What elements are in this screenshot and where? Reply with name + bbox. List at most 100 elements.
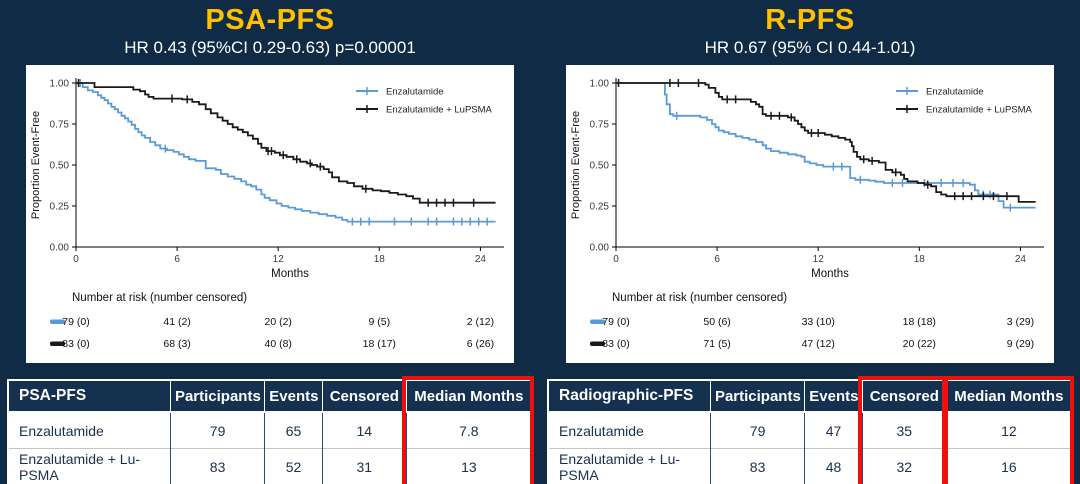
table-cell: 12 [946,411,1072,449]
legend-label: Enzalutamide [926,87,984,98]
x-tick-label: 18 [374,254,386,265]
radiographic-pfs-summary-table: Radiographic-PFS Participants Events Censor… [547,379,1073,484]
table-cell: 48 [804,448,863,484]
risk-value: 2 (12) [467,316,494,328]
risk-value: 50 (6) [703,316,730,328]
table-cell: 13 [406,448,532,484]
column-header: Censored [322,380,407,413]
risk-value: 20 (2) [264,316,291,328]
table-cell: 35 [862,411,947,449]
table-cell: Enzalutamide + Lu-PSMA [548,448,711,484]
column-header: Censored [862,380,947,413]
psa-pfs-summary-table-wrap: PSA-PFS Participants Events Censored Median … [7,376,534,484]
psa-pfs-panel: PSA-PFS HR 0.43 (95%CI 0.29-0.63) p=0.00… [7,4,534,484]
table-cell: Enzalutamide [548,411,711,449]
table-cell: 83 [710,448,806,484]
x-tick-label: 6 [714,254,720,265]
psa-pfs-km-chart-card: 0 6 12 18 24 0.00 0.25 0.50 0.75 1.00 Proportion E… [26,65,514,363]
km-chart-psa-pfs: 0 6 12 18 24 0.00 0.25 0.50 0.75 1.00 Proportion E… [30,78,504,350]
table-cell: 32 [862,448,947,484]
risk-value: 18 (17) [363,338,396,350]
risk-value: 68 (3) [163,338,190,350]
risk-value: 79 (0) [602,316,629,328]
y-tick-label: 0.75 [590,120,610,131]
y-tick-label: 1.00 [50,79,70,90]
risk-value: 41 (2) [163,316,190,328]
table-cell: 65 [264,411,323,449]
x-tick-label: 12 [813,254,825,265]
x-axis-title: Months [271,268,309,280]
risk-value: 9 (5) [369,316,391,328]
table-row: Enzalutamide 79 47 35 12 [548,411,1072,449]
risk-value: 33 (10) [802,316,835,328]
x-tick-label: 24 [1015,254,1027,265]
column-header: Radiographic-PFS [548,380,711,413]
psa-pfs-title: PSA-PFS [205,4,335,36]
table-cell: 47 [804,411,863,449]
y-tick-label: 0.25 [590,202,610,213]
legend-label: Enzalutamide [386,87,444,98]
y-tick-label: 0.75 [50,120,70,131]
table-cell: 7.8 [406,411,532,449]
y-tick-label: 0.00 [590,243,610,254]
risk-row-swatch [590,341,605,346]
risk-value: 83 (0) [62,338,89,350]
column-header: Median Months [406,380,532,413]
column-header: Events [264,380,323,413]
x-tick-label: 18 [914,254,926,265]
column-header: Participants [710,380,806,413]
km-curve [616,82,1036,203]
risk-value: 6 (26) [467,338,494,350]
risk-value: 9 (29) [1007,338,1034,350]
column-header: PSA-PFS [8,380,171,413]
table-cell: 16 [946,448,1072,484]
table-row: Enzalutamide + Lu-PSMA 83 48 32 16 [548,448,1072,484]
column-header: Participants [170,380,266,413]
number-at-risk-heading: Number at risk (number censored) [72,292,247,304]
y-axis-title: Proportion Event-Free [570,111,582,219]
table-cell: 79 [170,411,266,449]
risk-row-swatch [50,341,65,346]
risk-value: 71 (5) [703,338,730,350]
risk-value: 20 (22) [903,338,936,350]
psa-pfs-summary-table: PSA-PFS Participants Events Censored Median … [7,379,533,484]
table-cell: 31 [322,448,407,484]
x-tick-label: 6 [174,254,180,265]
table-row: Enzalutamide + Lu-PSMA 83 52 31 13 [8,448,532,484]
risk-value: 40 (8) [264,338,291,350]
risk-value: 83 (0) [602,338,629,350]
column-header: Events [804,380,863,413]
km-curve [76,82,496,223]
table-cell: 52 [264,448,323,484]
km-chart-r-pfs: 0 6 12 18 24 0.00 0.25 0.50 0.75 1.00 Proportion E… [570,78,1044,350]
risk-value: 18 (18) [903,316,936,328]
x-tick-label: 0 [73,254,79,265]
risk-value: 79 (0) [62,316,89,328]
table-cell: 79 [710,411,806,449]
x-tick-label: 24 [475,254,487,265]
y-tick-label: 1.00 [590,79,610,90]
legend-label: Enzalutamide + LuPSMA [386,105,493,116]
y-tick-label: 0.00 [50,243,70,254]
table-cell: 83 [170,448,266,484]
r-pfs-panel: R-PFS HR 0.67 (95% CI 0.44-1.01) 0 6 12 18 2… [540,0,1080,484]
x-tick-label: 0 [613,254,619,265]
r-pfs-km-chart-card: 0 6 12 18 24 0.00 0.25 0.50 0.75 1.00 Proportion E… [566,65,1054,363]
r-pfs-hr-subtitle: HR 0.67 (95% CI 0.44-1.01) [704,38,916,57]
x-tick-label: 12 [273,254,285,265]
x-axis-title: Months [811,268,849,280]
y-tick-label: 0.50 [50,161,70,172]
legend-label: Enzalutamide + LuPSMA [926,105,1033,116]
radiographic-pfs-summary-table-wrap: Radiographic-PFS Participants Events Censor… [547,376,1074,484]
psa-pfs-hr-subtitle: HR 0.43 (95%CI 0.29-0.63) p=0.00001 [124,38,416,57]
y-tick-label: 0.50 [590,161,610,172]
r-pfs-title: R-PFS [765,4,855,36]
km-curve [616,82,1036,209]
y-tick-label: 0.25 [50,202,70,213]
table-cell: Enzalutamide + Lu-PSMA [8,448,171,484]
table-cell: 14 [322,411,407,449]
risk-row-swatch [590,319,605,324]
table-row: Enzalutamide 79 65 14 7.8 [8,411,532,449]
y-axis-title: Proportion Event-Free [30,111,42,219]
